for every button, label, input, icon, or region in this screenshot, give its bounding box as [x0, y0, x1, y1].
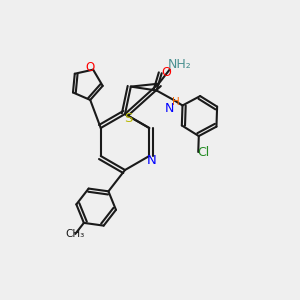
Text: O: O: [161, 66, 171, 79]
Text: NH₂: NH₂: [168, 58, 192, 71]
Text: Cl: Cl: [197, 146, 209, 158]
Text: N: N: [164, 102, 174, 115]
Text: N: N: [146, 154, 156, 167]
Text: S: S: [124, 112, 132, 125]
Text: O: O: [85, 61, 95, 74]
Text: CH₃: CH₃: [66, 229, 85, 239]
Text: H: H: [172, 97, 180, 107]
